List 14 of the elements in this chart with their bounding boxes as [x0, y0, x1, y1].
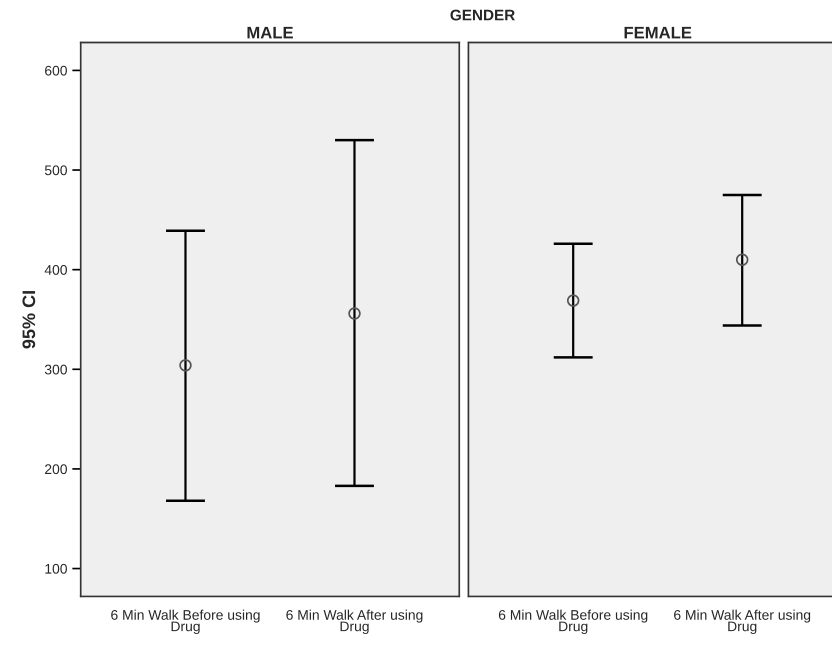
chart-title: MALE	[247, 26, 293, 38]
x-tick-label: 6 Min Walk Before using Drug	[111, 610, 260, 634]
y-tick-label: 300	[44, 364, 67, 374]
x-tick-label: 6 Min Walk After using Drug	[286, 610, 422, 634]
text: GENDER	[450, 10, 515, 20]
y-tick-label: 600	[45, 66, 67, 76]
y-tick-label: 200	[45, 464, 67, 474]
y-tick-label: 100	[45, 564, 67, 574]
y-axis-title: 95% CI	[22, 291, 36, 348]
y-tick-label: 400	[44, 265, 67, 275]
chart-title: FEMALE	[624, 26, 692, 38]
y-tick-label: 500	[44, 165, 67, 176]
x-tick-label: 6 Min Walk Before using Drug	[498, 610, 648, 634]
x-tick-label: 6 Min Walk After using Drug	[674, 610, 810, 634]
